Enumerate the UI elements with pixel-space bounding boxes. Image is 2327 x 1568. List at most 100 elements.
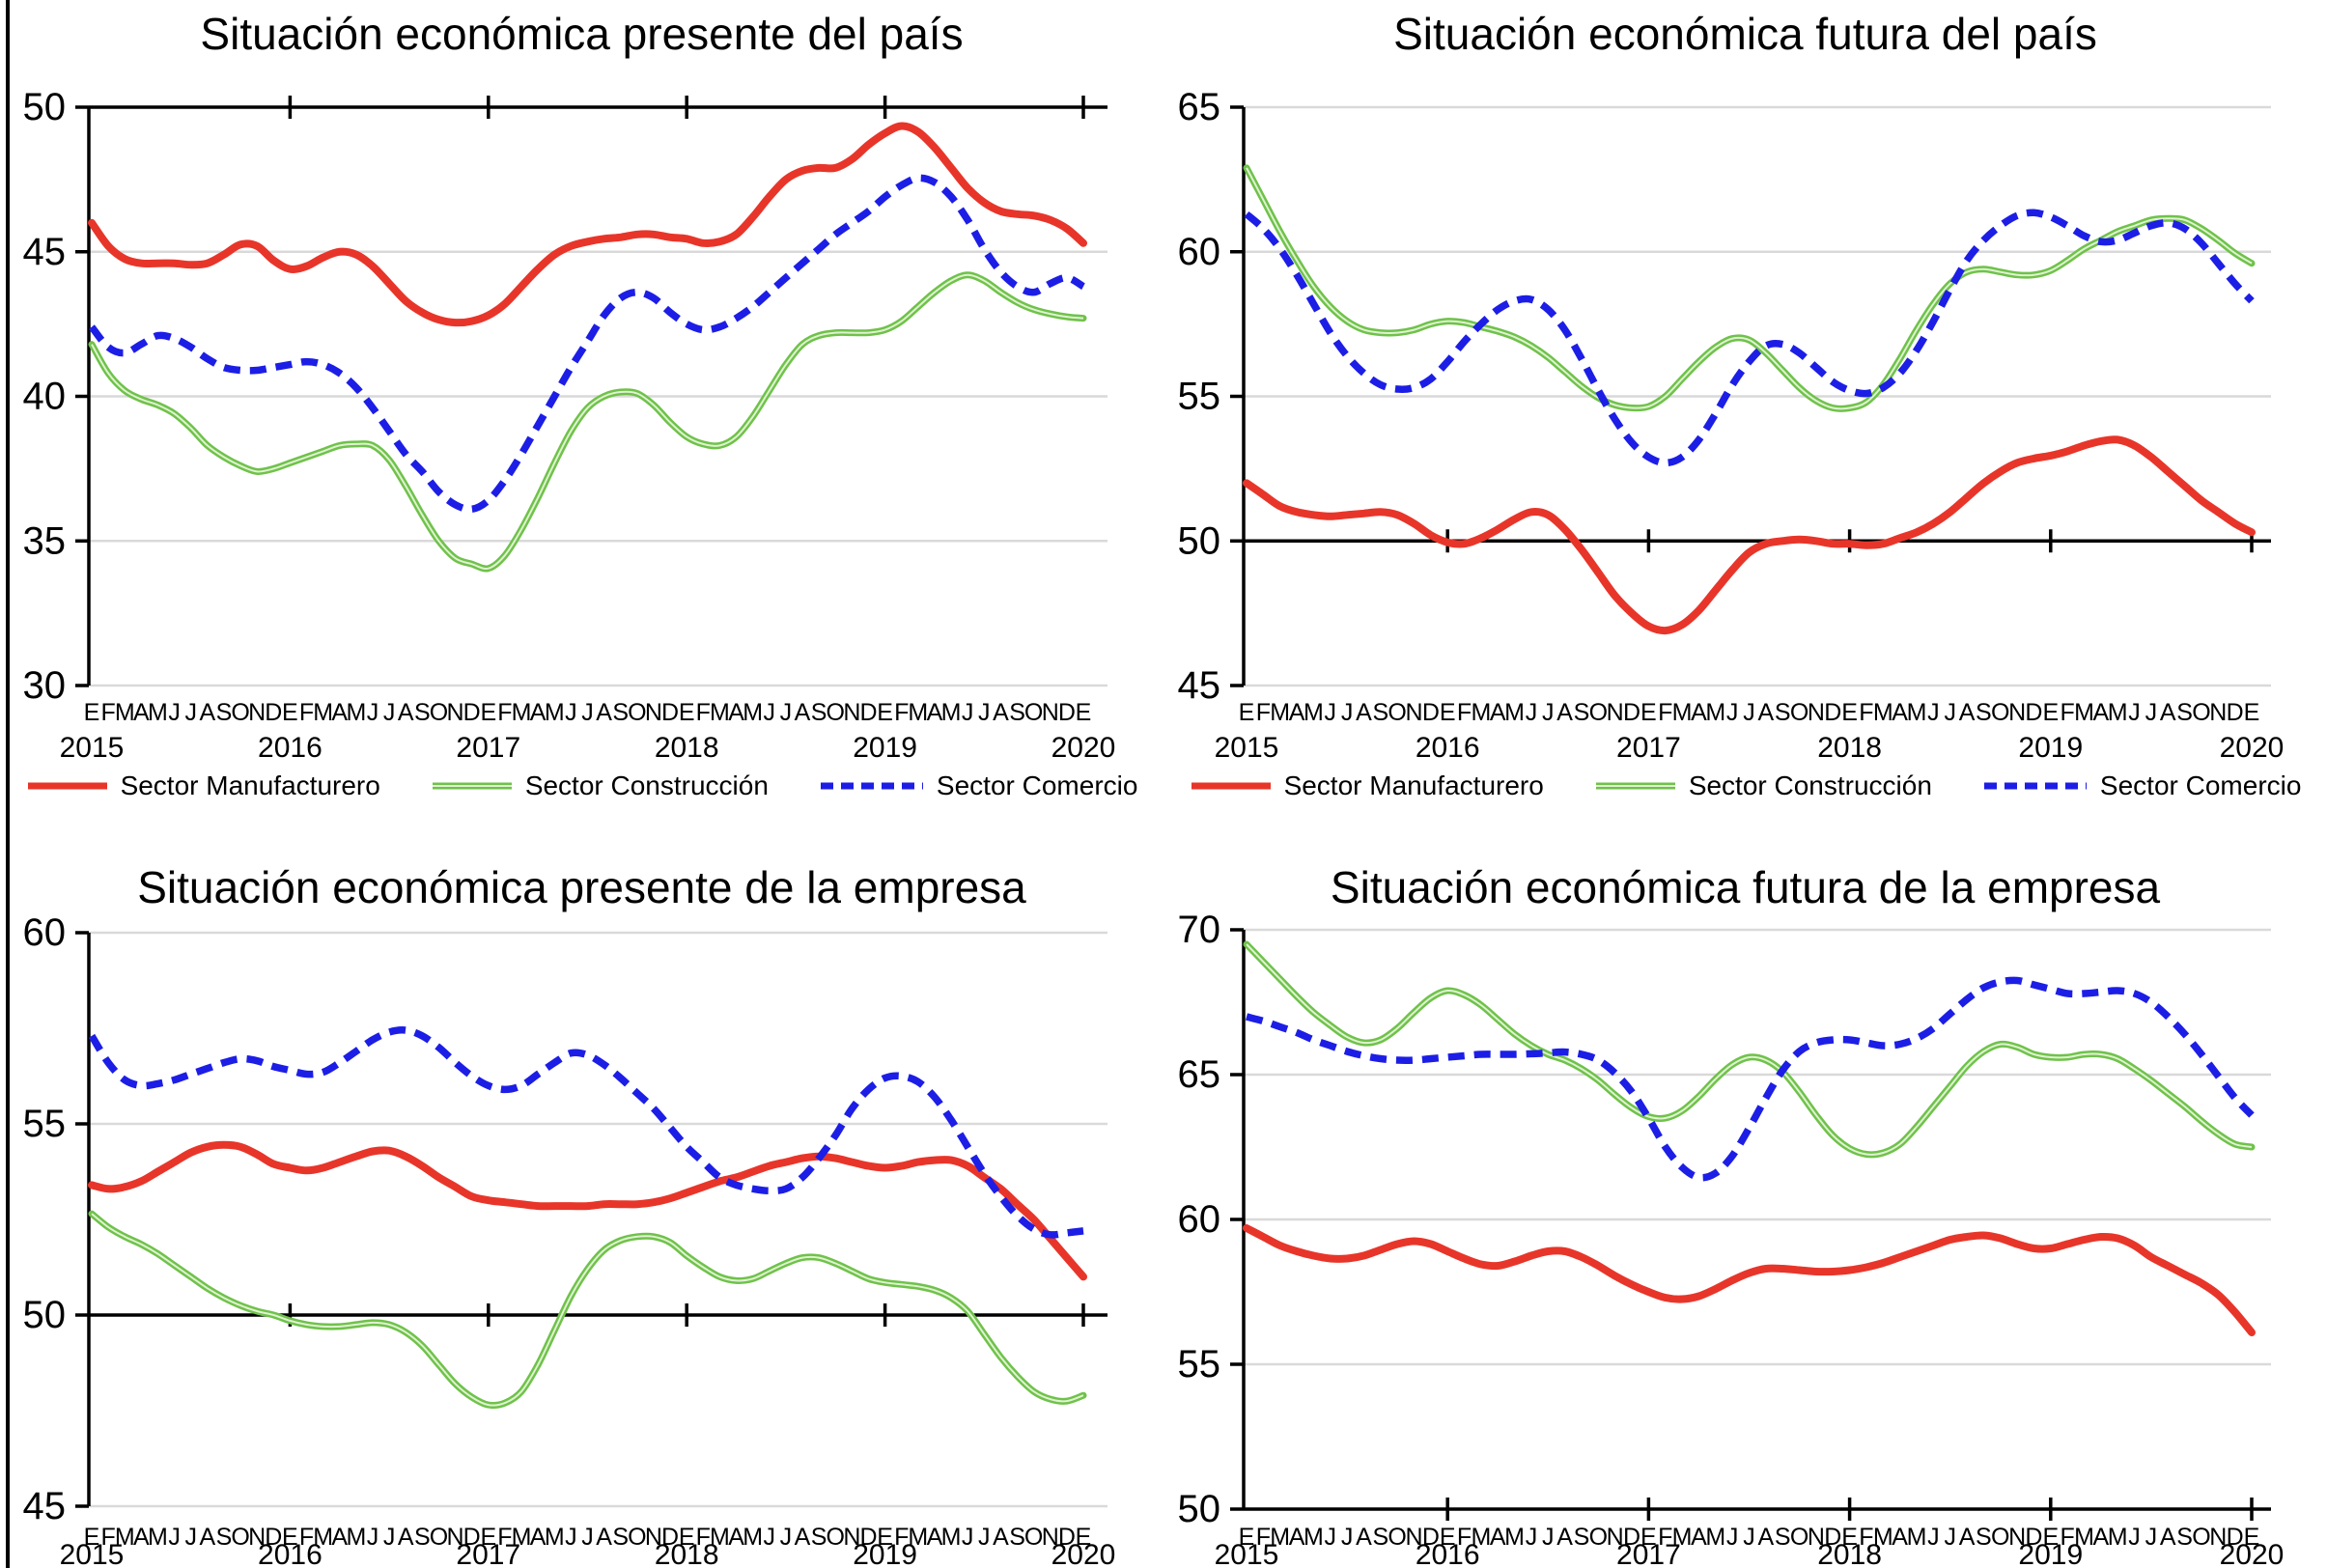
month-label: D xyxy=(463,1524,481,1551)
y-tick-label: 55 xyxy=(1178,376,1221,418)
month-label: A xyxy=(133,699,150,726)
month-label: A xyxy=(530,699,547,726)
month-label: M xyxy=(1504,1524,1525,1551)
month-label: M xyxy=(2074,699,2094,726)
month-label: M xyxy=(1270,699,1290,726)
month-label: O xyxy=(1790,699,1808,726)
month-label: D xyxy=(2025,699,2042,726)
month-label: J xyxy=(1927,699,1940,726)
month-label: F xyxy=(1658,699,1672,726)
month-label: F xyxy=(1457,699,1472,726)
year-label: 2017 xyxy=(1616,1539,1681,1568)
red-line-swatch-icon xyxy=(27,782,107,790)
month-label: A xyxy=(927,1524,943,1551)
month-label: A xyxy=(1556,699,1573,726)
month-label: F xyxy=(1859,1524,1873,1551)
month-label: A xyxy=(1892,1524,1908,1551)
month-label: J xyxy=(184,1524,197,1551)
month-label: A xyxy=(1490,1524,1506,1551)
month-label: J xyxy=(1726,1524,1739,1551)
month-label: S xyxy=(1372,1524,1388,1551)
year-label: 2017 xyxy=(456,1539,520,1568)
month-label: A xyxy=(993,1524,1009,1551)
series-construccion-highlight xyxy=(1246,167,2253,410)
month-label: J xyxy=(1743,699,1755,726)
legend: Sector Manufacturero Sector Construcción… xyxy=(0,770,1164,801)
y-tick-label: 55 xyxy=(23,1103,67,1145)
series-manufacturero xyxy=(1243,1224,2256,1336)
month-label: J xyxy=(565,699,577,726)
month-label: S xyxy=(1976,1524,1992,1551)
month-label: D xyxy=(2227,699,2244,726)
month-label: F xyxy=(1256,1524,1271,1551)
month-label: M xyxy=(1907,1524,1927,1551)
month-label: F xyxy=(2061,699,2075,726)
year-label: 2020 xyxy=(1051,1539,1116,1568)
year-label: 2019 xyxy=(2018,732,2083,764)
legend-item-manufacturero: Sector Manufacturero xyxy=(26,770,380,801)
month-label: M xyxy=(1705,1524,1725,1551)
month-label: A xyxy=(728,1524,744,1551)
month-label: F xyxy=(894,699,909,726)
month-label: M xyxy=(313,1524,333,1551)
y-tick-label: 45 xyxy=(23,1485,67,1527)
month-label: A xyxy=(1691,699,1707,726)
year-label: 2020 xyxy=(2220,1539,2285,1568)
month-label: J xyxy=(581,1524,594,1551)
month-label: D xyxy=(265,1524,282,1551)
y-tick-label: 55 xyxy=(1178,1343,1221,1386)
month-label: J xyxy=(1341,1524,1354,1551)
month-label: A xyxy=(596,1524,612,1551)
blue-dashed-swatch-icon xyxy=(1983,782,2087,790)
month-label: A xyxy=(331,699,348,726)
month-label: E xyxy=(2042,1524,2059,1551)
month-label: J xyxy=(383,1524,396,1551)
month-label: E xyxy=(1239,1524,1255,1551)
month-label: J xyxy=(1325,1524,1337,1551)
y-tick-label: 65 xyxy=(1178,1053,1221,1096)
month-label: O xyxy=(231,699,249,726)
year-label: 2016 xyxy=(1416,732,1480,764)
month-label: E xyxy=(1640,1524,1657,1551)
month-label: S xyxy=(2176,699,2193,726)
month-label: E xyxy=(282,699,298,726)
month-label: A xyxy=(728,699,744,726)
month-label: D xyxy=(1623,1524,1640,1551)
month-label: A xyxy=(133,1524,150,1551)
green-line-swatch-icon xyxy=(432,782,512,790)
month-label: M xyxy=(1471,1524,1491,1551)
month-label: O xyxy=(430,699,448,726)
legend-item-construccion: Sector Construcción xyxy=(431,770,769,801)
month-label: E xyxy=(282,1524,298,1551)
month-label: S xyxy=(1976,699,1992,726)
month-label: N xyxy=(2008,1524,2026,1551)
legend-item-construccion: Sector Construcción xyxy=(1594,770,1932,801)
month-label: S xyxy=(1372,699,1388,726)
month-label: F xyxy=(696,699,711,726)
month-label: J xyxy=(2145,699,2158,726)
year-label: 2017 xyxy=(1616,732,1681,764)
month-label: E xyxy=(679,1524,695,1551)
month-label: A xyxy=(1289,1524,1305,1551)
blue-dashed-swatch-icon xyxy=(820,782,923,790)
y-tick-label: 60 xyxy=(1178,1198,1221,1241)
month-label: J xyxy=(1726,699,1739,726)
month-label: A xyxy=(1892,699,1908,726)
month-label: A xyxy=(199,1524,215,1551)
month-label: M xyxy=(941,1524,962,1551)
legend-item-comercio: Sector Comercio xyxy=(819,770,1137,801)
month-label: M xyxy=(1504,699,1525,726)
month-label: S xyxy=(1574,1524,1590,1551)
year-label: 2015 xyxy=(1215,1539,1279,1568)
month-label: O xyxy=(2192,1524,2210,1551)
y-tick-label: 50 xyxy=(1178,519,1221,562)
month-label: J xyxy=(168,699,181,726)
month-label: A xyxy=(530,1524,547,1551)
chart-futura-empresa: Situación económica futura de la empresa… xyxy=(1164,811,2327,1568)
month-label: N xyxy=(645,1524,662,1551)
month-label: A xyxy=(596,699,612,726)
month-label: J xyxy=(1743,1524,1755,1551)
legend-label: Sector Comercio xyxy=(2099,770,2302,800)
year-label: 2017 xyxy=(456,732,520,764)
